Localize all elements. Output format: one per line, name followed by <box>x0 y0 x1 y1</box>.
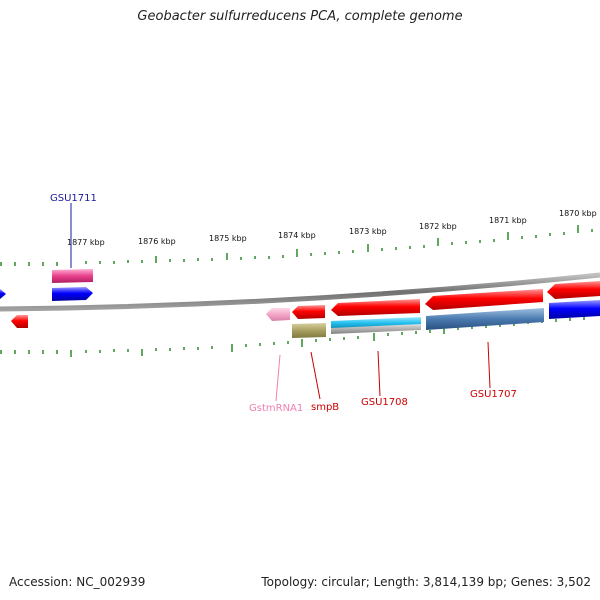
plus-strand-features <box>0 269 600 319</box>
tick-label-1870: 1870 kbp <box>559 209 597 218</box>
domain-steel[interactable] <box>426 308 544 330</box>
genome-title: Geobacter sulfurreducens PCA, complete g… <box>137 9 463 24</box>
label-gsu1708[interactable]: GSU1708 <box>361 397 408 408</box>
label-leaders <box>70 203 491 402</box>
label-gstmrna1[interactable]: GstmRNA1 <box>249 403 303 414</box>
topology-text: Topology: circular; Length: 3,814,139 bp… <box>261 575 591 589</box>
domain-olive[interactable] <box>292 323 326 338</box>
upper-tick-ruler <box>0 225 593 266</box>
gene-feature-red-left[interactable] <box>11 315 28 328</box>
label-smpb[interactable]: smpB <box>311 402 339 413</box>
tick-label-1871: 1871 kbp <box>489 216 527 225</box>
label-gsu1711[interactable]: GSU1711 <box>50 193 97 204</box>
gene-feature-gstmrna1[interactable] <box>266 308 290 321</box>
tick-label-1872: 1872 kbp <box>419 222 457 231</box>
gene-feature-smpb[interactable] <box>292 305 325 319</box>
label-gsu1707[interactable]: GSU1707 <box>470 389 517 400</box>
tick-label-1874: 1874 kbp <box>278 231 316 240</box>
gene-feature-left-edge[interactable] <box>0 289 6 299</box>
tick-label-1873: 1873 kbp <box>349 227 387 236</box>
tick-label-1875: 1875 kbp <box>209 234 247 243</box>
kbp-tick-labels: 1877 kbp 1876 kbp 1875 kbp 1874 kbp 1873… <box>67 209 597 247</box>
gene-feature-gsu1711[interactable] <box>52 269 93 283</box>
accession-text: Accession: NC_002939 <box>9 575 146 589</box>
genome-backbone <box>0 272 600 312</box>
minus-strand-features <box>11 281 600 338</box>
tick-label-1877: 1877 kbp <box>67 238 105 247</box>
gene-feature-right-blue[interactable] <box>549 300 600 319</box>
domain-grey[interactable] <box>331 324 421 334</box>
gene-feature-blue-1[interactable] <box>52 287 93 301</box>
gene-feature-gsu1707[interactable] <box>425 289 543 310</box>
tick-label-1876: 1876 kbp <box>138 237 176 246</box>
gene-feature-gsu1708[interactable] <box>331 299 420 316</box>
gene-feature-right-red[interactable] <box>547 281 600 299</box>
